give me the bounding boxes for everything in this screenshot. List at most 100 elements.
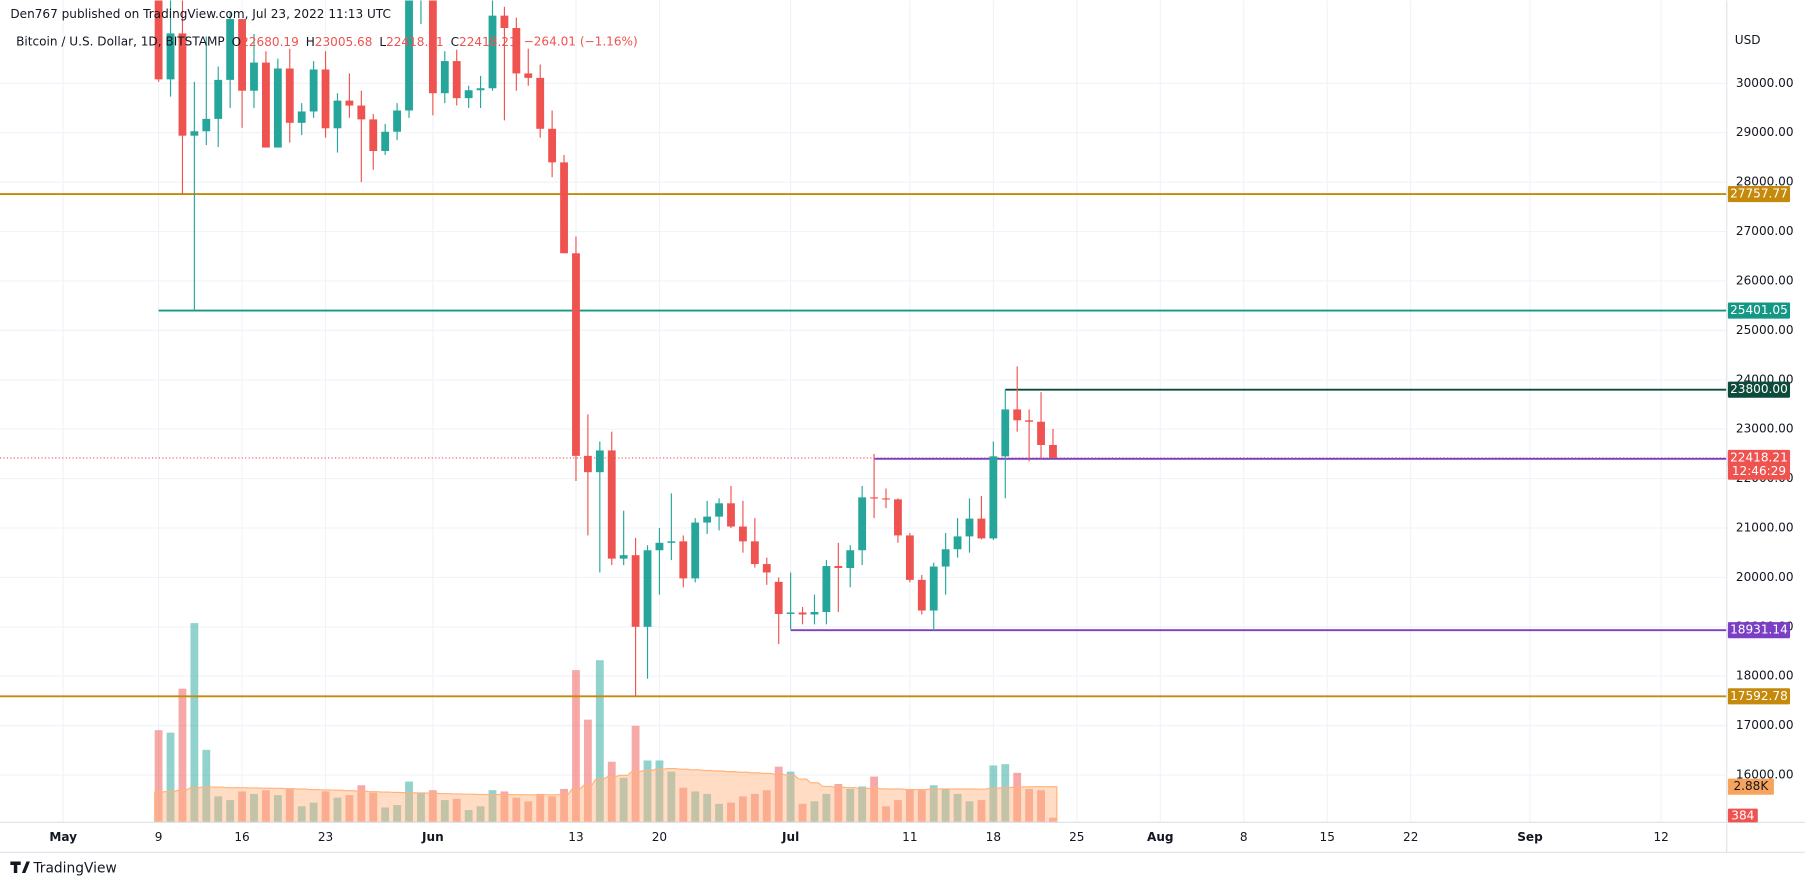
candle-body: [739, 526, 747, 542]
y-tick-label: 30000.00: [1736, 76, 1794, 90]
candle-body: [1037, 421, 1045, 445]
countdown: 12:46:29: [1732, 464, 1786, 478]
volume-bar: [321, 791, 330, 823]
candle-body: [178, 33, 187, 136]
last-volume-label: 384: [1731, 809, 1754, 823]
volume-bar: [345, 795, 354, 823]
volume-bar: [464, 810, 473, 823]
volume-bar: [1049, 817, 1057, 823]
candle-body: [297, 111, 306, 123]
candle-body: [667, 541, 676, 543]
volume-bar: [226, 800, 235, 823]
x-tick-label: 23: [318, 830, 333, 844]
candle-body: [548, 128, 557, 163]
candle-body: [1049, 444, 1057, 458]
brand: TradingView: [32, 860, 116, 876]
candle-body: [1001, 409, 1010, 457]
grid: [0, 0, 1727, 823]
volume-bar: [917, 790, 926, 823]
volume-bar: [929, 785, 938, 823]
volume-bar: [655, 760, 664, 823]
volume-bar: [727, 802, 735, 823]
x-tick-label: 8: [1240, 830, 1248, 844]
volume-ma-label: 2.88K: [1733, 779, 1769, 793]
currency: USD: [1735, 33, 1761, 47]
candle-body: [512, 27, 521, 74]
candle-body: [476, 88, 485, 91]
x-tick-label: 16: [234, 830, 249, 844]
y-tick-label: 27000.00: [1736, 224, 1794, 238]
x-tick-label: 9: [155, 830, 163, 844]
candle-body: [357, 105, 366, 120]
volume-bar: [798, 803, 807, 823]
candle-body: [273, 68, 282, 148]
candle-body: [583, 455, 592, 473]
candle-body: [846, 550, 855, 569]
candle-body: [774, 581, 783, 614]
volume-bar: [452, 798, 461, 823]
volume-bar: [691, 791, 700, 823]
volume-bar: [250, 793, 258, 823]
volume-bar: [417, 792, 425, 823]
y-tick-label: 25000.00: [1736, 323, 1794, 337]
x-tick-label: 11: [902, 830, 917, 844]
level-label: 27757.77: [1730, 187, 1788, 201]
volume-bar: [643, 760, 652, 823]
y-tick-label: 28000.00: [1736, 175, 1794, 189]
x-tick-label: Jun: [421, 830, 444, 844]
candle-body: [595, 450, 604, 473]
candle-body: [488, 15, 497, 89]
volume-bar: [822, 793, 831, 823]
candle-body: [1025, 420, 1034, 422]
volume-bar: [953, 793, 962, 823]
legend-value: 22680.19: [241, 34, 299, 48]
volume-bar: [631, 725, 640, 823]
candle-body: [1013, 409, 1022, 421]
volume-ma-area: [154, 767, 1058, 823]
volume-bar: [739, 796, 747, 823]
candles: [154, 0, 1057, 696]
legend-low: L22418.21: [379, 34, 443, 48]
volume-bar: [309, 802, 318, 823]
candle-body: [703, 516, 712, 523]
candle-body: [333, 100, 342, 129]
last-price-label: 22418.21: [1730, 450, 1788, 464]
candle-body: [727, 503, 735, 527]
volume-bar: [560, 788, 568, 823]
volume-bar: [583, 719, 592, 823]
level-label: 25401.05: [1730, 303, 1788, 317]
y-tick-label: 20000.00: [1736, 570, 1794, 584]
level-label-box: [1727, 302, 1791, 319]
x-tick-label: 18: [986, 830, 1001, 844]
volume-bar: [393, 805, 402, 823]
volume-bar: [190, 623, 199, 823]
volume-bar: [905, 788, 914, 823]
candle-body: [500, 15, 509, 28]
volume-bar: [440, 800, 449, 823]
volume-bar: [977, 800, 986, 823]
x-tick-label: 22: [1403, 830, 1418, 844]
candle-body: [250, 62, 258, 91]
candle-body: [381, 131, 390, 152]
volume-bar: [524, 801, 533, 823]
volume-bar: [357, 785, 366, 823]
volume-bar: [536, 793, 545, 823]
volume-bar: [428, 790, 437, 823]
candle-body: [834, 566, 843, 569]
candle-body: [929, 566, 938, 611]
volume-bar: [846, 788, 855, 823]
x-tick-label: 12: [1653, 830, 1668, 844]
logo: TradingView: [10, 860, 117, 876]
candle-body: [870, 497, 879, 499]
level-label: 23800.00: [1730, 382, 1788, 396]
candle-body: [190, 131, 199, 136]
volume-bar: [166, 732, 175, 823]
volume-bar: [381, 807, 390, 823]
candle-body: [262, 62, 270, 148]
volume-bar: [679, 787, 688, 823]
candle-body: [536, 77, 545, 129]
volume-bar: [405, 781, 413, 823]
volume-bar: [1037, 790, 1045, 823]
candle-body: [464, 90, 473, 99]
